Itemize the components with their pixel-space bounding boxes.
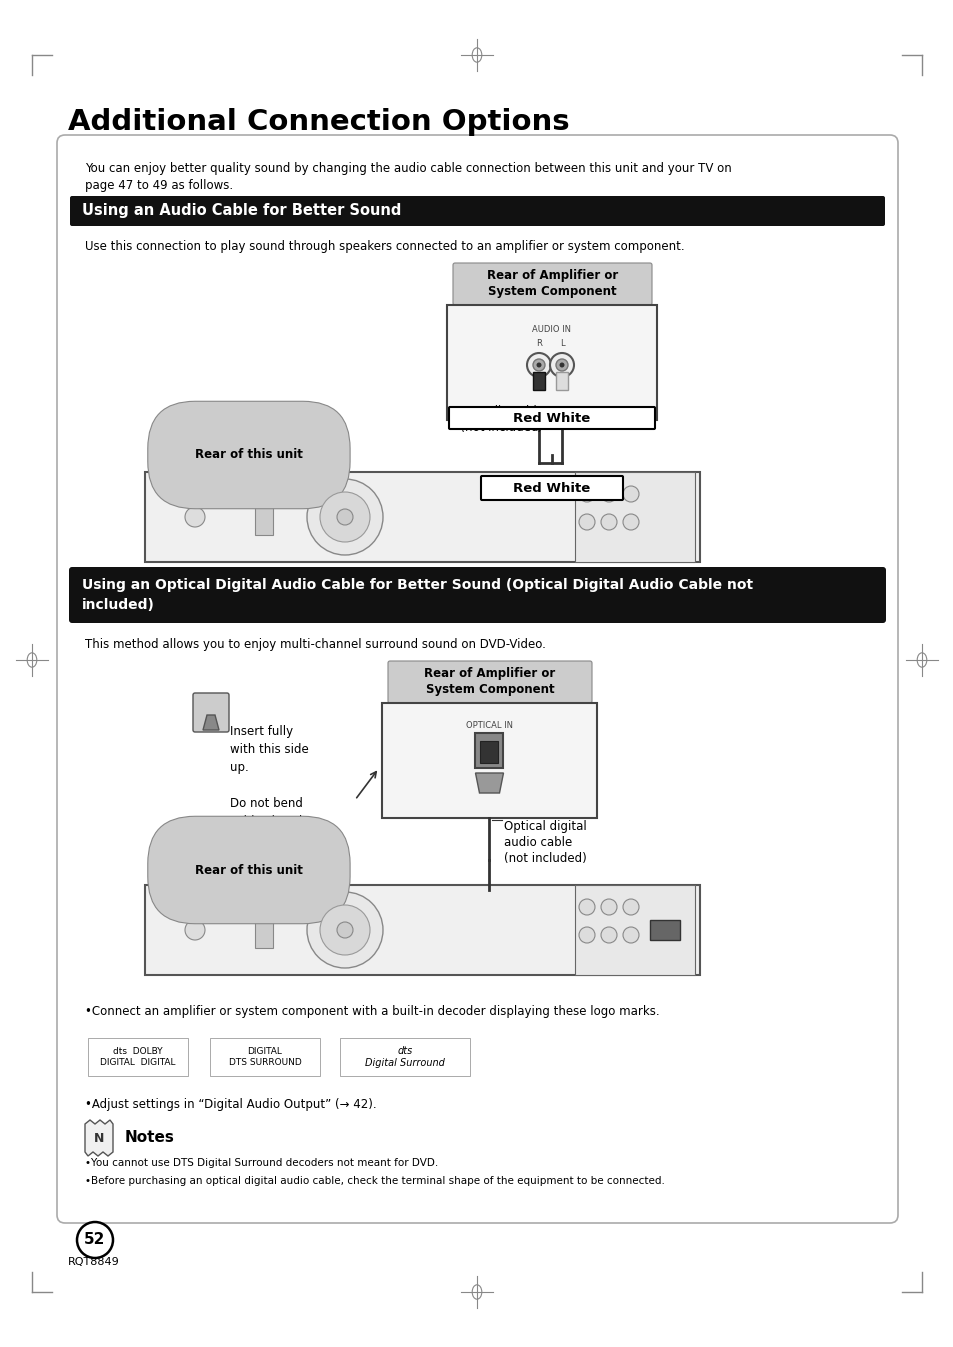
- FancyBboxPatch shape: [57, 135, 897, 1223]
- Text: You can enjoy better quality sound by changing the audio cable connection betwee: You can enjoy better quality sound by ch…: [85, 162, 731, 193]
- Text: Red White: Red White: [513, 481, 590, 494]
- Text: •Before purchasing an optical digital audio cable, check the terminal shape of t: •Before purchasing an optical digital au…: [85, 1176, 664, 1185]
- Text: Red White: Red White: [513, 411, 590, 424]
- Circle shape: [77, 1222, 112, 1258]
- Circle shape: [556, 360, 567, 370]
- Text: •Adjust settings in “Digital Audio Output” (→ 42).: •Adjust settings in “Digital Audio Outpu…: [85, 1098, 376, 1111]
- Text: This method allows you to enjoy multi-channel surround sound on DVD-Video.: This method allows you to enjoy multi-ch…: [85, 638, 545, 651]
- Bar: [575, 885, 695, 975]
- Bar: [556, 372, 567, 391]
- Text: Optical digital
audio cable
(not included): Optical digital audio cable (not include…: [504, 820, 587, 865]
- Bar: [145, 471, 700, 562]
- Circle shape: [533, 360, 544, 370]
- Text: Rear of Amplifier or
System Component: Rear of Amplifier or System Component: [486, 269, 618, 299]
- Circle shape: [185, 920, 205, 940]
- Bar: [254, 912, 273, 948]
- FancyBboxPatch shape: [70, 197, 884, 226]
- Circle shape: [319, 905, 370, 955]
- Circle shape: [600, 898, 617, 915]
- Bar: [575, 471, 695, 562]
- Circle shape: [578, 486, 595, 502]
- Circle shape: [319, 492, 370, 541]
- Text: N: N: [93, 1131, 104, 1145]
- Text: RQT8849: RQT8849: [68, 1257, 120, 1268]
- Circle shape: [578, 898, 595, 915]
- Bar: [145, 885, 700, 975]
- Text: L: L: [559, 339, 564, 348]
- Text: Notes: Notes: [125, 1130, 174, 1145]
- Bar: [649, 920, 679, 940]
- Text: dts
Digital Surround: dts Digital Surround: [365, 1047, 444, 1068]
- Polygon shape: [203, 715, 219, 730]
- Text: Additional Connection Options: Additional Connection Options: [68, 108, 569, 136]
- Circle shape: [185, 506, 205, 527]
- Bar: [475, 733, 503, 768]
- Circle shape: [536, 362, 541, 368]
- Circle shape: [307, 892, 382, 968]
- Text: Rear of this unit: Rear of this unit: [194, 863, 302, 877]
- Circle shape: [550, 353, 574, 377]
- FancyBboxPatch shape: [453, 263, 651, 304]
- Circle shape: [578, 515, 595, 529]
- Bar: [480, 741, 498, 762]
- Bar: [88, 1039, 188, 1076]
- Bar: [533, 372, 544, 391]
- Text: Audio cable
(not included): Audio cable (not included): [461, 405, 543, 434]
- Text: Using an Optical Digital Audio Cable for Better Sound (Optical Digital Audio Cab: Using an Optical Digital Audio Cable for…: [82, 578, 752, 612]
- Text: R: R: [536, 339, 541, 348]
- Circle shape: [600, 515, 617, 529]
- Circle shape: [307, 480, 382, 555]
- Circle shape: [558, 362, 564, 368]
- FancyBboxPatch shape: [480, 475, 622, 500]
- Text: DIGITAL
DTS SURROUND: DIGITAL DTS SURROUND: [229, 1048, 301, 1067]
- Polygon shape: [85, 1119, 112, 1156]
- Circle shape: [336, 509, 353, 525]
- Circle shape: [622, 515, 639, 529]
- Text: Use this connection to play sound through speakers connected to an amplifier or : Use this connection to play sound throug…: [85, 240, 684, 253]
- Text: •Connect an amplifier or system component with a built-in decoder displaying the: •Connect an amplifier or system componen…: [85, 1005, 659, 1018]
- Text: •You cannot use DTS Digital Surround decoders not meant for DVD.: •You cannot use DTS Digital Surround dec…: [85, 1158, 437, 1168]
- Bar: [210, 1039, 319, 1076]
- Circle shape: [622, 927, 639, 943]
- Bar: [447, 304, 657, 420]
- Circle shape: [578, 927, 595, 943]
- Circle shape: [622, 486, 639, 502]
- FancyBboxPatch shape: [193, 692, 229, 731]
- Bar: [381, 703, 597, 818]
- FancyBboxPatch shape: [388, 661, 592, 703]
- Circle shape: [526, 353, 551, 377]
- Text: Rear of Amplifier or
System Component: Rear of Amplifier or System Component: [424, 668, 555, 696]
- Text: dts  DOLBY
DIGITAL  DIGITAL: dts DOLBY DIGITAL DIGITAL: [100, 1048, 175, 1067]
- Text: 52: 52: [84, 1233, 106, 1247]
- Bar: [339, 1039, 470, 1076]
- Circle shape: [600, 486, 617, 502]
- Text: Using an Audio Cable for Better Sound: Using an Audio Cable for Better Sound: [82, 203, 401, 218]
- Circle shape: [622, 898, 639, 915]
- Text: AUDIO IN: AUDIO IN: [532, 325, 571, 334]
- Text: Rear of this unit: Rear of this unit: [194, 449, 302, 462]
- FancyBboxPatch shape: [449, 407, 655, 428]
- Text: OPTICAL IN: OPTICAL IN: [465, 721, 513, 730]
- Bar: [254, 498, 273, 535]
- FancyBboxPatch shape: [69, 567, 885, 624]
- Text: Insert fully
with this side
up.

Do not bend
cable sharply.: Insert fully with this side up. Do not b…: [230, 725, 311, 828]
- Polygon shape: [475, 773, 503, 793]
- Circle shape: [336, 921, 353, 938]
- Circle shape: [600, 927, 617, 943]
